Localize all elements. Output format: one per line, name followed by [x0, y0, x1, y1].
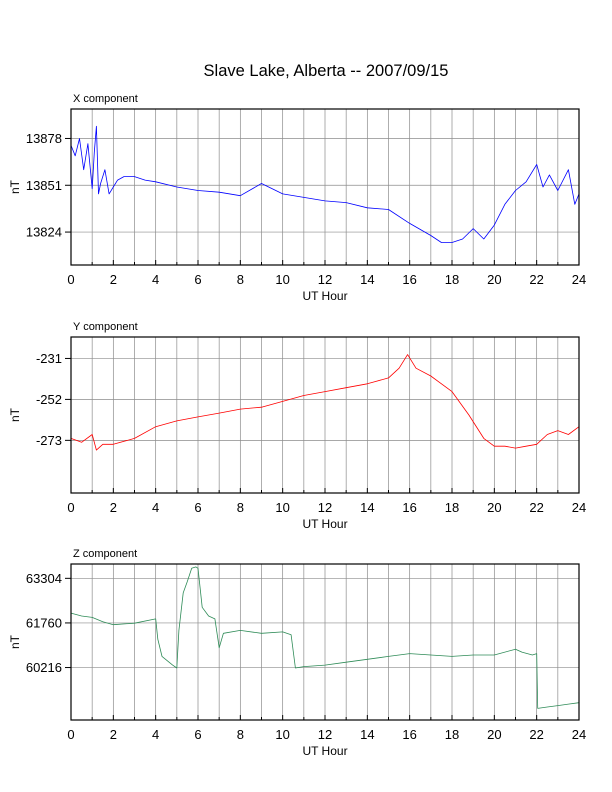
x-tick-label: 8 [237, 727, 244, 742]
series-line-y [70, 354, 580, 451]
x-tick-label: 14 [360, 727, 374, 742]
x-tick-label: 4 [152, 727, 159, 742]
y-axis-label: nT [8, 634, 22, 649]
x-tick-label: 2 [110, 727, 117, 742]
y-tick-label: 60216 [26, 660, 62, 675]
x-tick-label: 20 [487, 727, 501, 742]
x-tick-label: 4 [152, 272, 159, 287]
subplot-title: X component [73, 93, 138, 105]
x-axis-label: UT Hour [302, 517, 347, 531]
x-tick-label: 18 [445, 727, 459, 742]
y-tick-label: -273 [36, 433, 62, 448]
x-tick-label: 2 [110, 500, 117, 515]
x-tick-label: 8 [237, 272, 244, 287]
y-tick-label: 61760 [26, 615, 62, 630]
x-tick-label: 20 [487, 500, 501, 515]
x-tick-label: 10 [275, 272, 289, 287]
x-tick-label: 22 [529, 500, 543, 515]
x-tick-label: 6 [194, 500, 201, 515]
x-tick-label: 0 [67, 500, 74, 515]
x-tick-label: 12 [318, 500, 332, 515]
chart-title: Slave Lake, Alberta -- 2007/09/15 [204, 62, 449, 80]
x-tick-label: 10 [275, 500, 289, 515]
x-tick-label: 18 [445, 272, 459, 287]
y-tick-label: 13851 [26, 178, 62, 193]
y-tick-label: -231 [36, 351, 62, 366]
x-tick-label: 4 [152, 500, 159, 515]
x-tick-label: 24 [572, 500, 586, 515]
y-tick-label: 63304 [26, 571, 62, 586]
x-tick-label: 6 [194, 272, 201, 287]
x-tick-label: 18 [445, 500, 459, 515]
x-tick-label: 14 [360, 500, 374, 515]
y-tick-label: 13824 [26, 225, 62, 240]
subplot-title: Y component [73, 321, 138, 333]
x-tick-label: 12 [318, 727, 332, 742]
x-tick-label: 20 [487, 272, 501, 287]
x-tick-label: 14 [360, 272, 374, 287]
y-tick-label: 13878 [26, 131, 62, 146]
x-tick-label: 0 [67, 727, 74, 742]
x-axis-label: UT Hour [302, 744, 347, 758]
x-tick-label: 0 [67, 272, 74, 287]
x-tick-label: 8 [237, 500, 244, 515]
x-tick-label: 24 [572, 727, 586, 742]
x-tick-label: 16 [402, 727, 416, 742]
x-tick-label: 2 [110, 272, 117, 287]
x-tick-label: 22 [529, 272, 543, 287]
x-tick-label: 12 [318, 272, 332, 287]
x-tick-label: 10 [275, 727, 289, 742]
x-tick-label: 22 [529, 727, 543, 742]
x-tick-label: 16 [402, 272, 416, 287]
series-line-z [70, 566, 580, 709]
subplot-title: Z component [73, 548, 137, 560]
y-tick-label: -252 [36, 392, 62, 407]
y-axis-label: nT [8, 179, 22, 194]
x-axis-label: UT Hour [302, 289, 347, 303]
series-line-x [70, 125, 580, 243]
x-tick-label: 6 [194, 727, 201, 742]
x-tick-label: 24 [572, 272, 586, 287]
x-tick-label: 16 [402, 500, 416, 515]
y-axis-label: nT [8, 407, 22, 422]
